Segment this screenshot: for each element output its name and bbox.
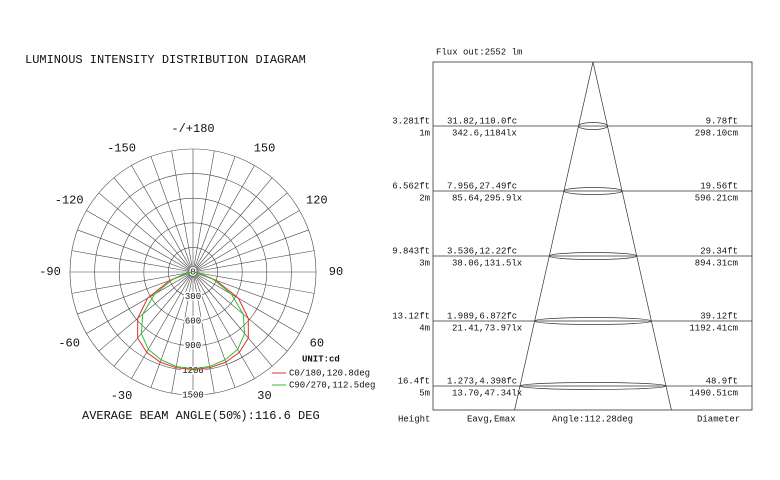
fc: 3.536,12.22fc	[447, 246, 517, 256]
grid-ring	[168, 247, 218, 297]
angle-label: -/+180	[171, 122, 214, 136]
unit: UNIT:cd	[302, 354, 340, 364]
chart-title: LUMINOUS INTENSITY DISTRIBUTION DIAGRAM	[25, 53, 306, 67]
radial-line	[192, 271, 288, 352]
height-ft: 16.4ft	[398, 376, 430, 386]
height-ft: 6.562ft	[392, 181, 430, 191]
radial-line	[192, 271, 255, 379]
radial-line	[192, 210, 300, 273]
dia-ft: 9.78ft	[706, 116, 738, 126]
footer-label: Height	[398, 414, 430, 424]
r-tick-label: 0	[190, 267, 195, 277]
radial-line	[113, 271, 194, 367]
radial-line	[98, 271, 194, 352]
angle-label: -30	[111, 389, 133, 403]
dia-cm: 596.21cm	[695, 193, 738, 203]
height-m: 5m	[419, 388, 430, 398]
intensity-curve	[137, 271, 249, 371]
radial-line	[192, 192, 288, 273]
cone-frame	[432, 61, 753, 411]
height-m: 2m	[419, 193, 430, 203]
dia-ft: 29.34ft	[700, 246, 738, 256]
radial-line	[192, 177, 273, 273]
fc: 1.989,6.872fc	[447, 311, 517, 321]
radial-line	[192, 271, 300, 334]
radial-line	[192, 229, 309, 273]
intensity-curve	[140, 271, 246, 370]
footer-label: Eavg,Emax	[467, 414, 516, 424]
r-tick-label: 600	[185, 317, 201, 327]
height-m: 4m	[419, 323, 430, 333]
footer-label: Angle:112.28deg	[552, 414, 633, 424]
height-ft: 13.12ft	[392, 311, 430, 321]
radial-line	[171, 150, 194, 273]
dia-ft: 19.56ft	[700, 181, 738, 191]
lux: 85.64,295.9lx	[452, 193, 522, 203]
r-tick-label: 1500	[182, 390, 204, 400]
height-ft: 3.281ft	[392, 116, 430, 126]
radial-line	[171, 271, 194, 394]
fc: 7.956,27.49fc	[447, 181, 517, 191]
dia-cm: 298.10cm	[695, 128, 738, 138]
flux: Flux out:2552 lm	[436, 47, 522, 57]
angle-label: -120	[55, 194, 84, 208]
lux: 13.70,47.34lx	[452, 388, 522, 398]
lux: 21.41,73.97lx	[452, 323, 522, 333]
legend-label: C90/270,112.5deg	[289, 380, 375, 390]
cone-edge	[514, 61, 594, 411]
radial-line	[192, 271, 236, 388]
radial-line	[192, 165, 255, 273]
angle-label: -60	[58, 337, 80, 351]
radial-line	[192, 271, 215, 394]
grid-ring	[94, 173, 292, 371]
radial-line	[192, 250, 315, 273]
angle-label: -90	[39, 265, 61, 279]
height-m: 1m	[419, 128, 430, 138]
grid-ring	[69, 148, 317, 396]
radial-line	[131, 165, 194, 273]
dia-cm: 1490.51cm	[689, 388, 738, 398]
dia-cm: 1192.41cm	[689, 323, 738, 333]
r-tick-label: 900	[185, 341, 201, 351]
radial-line	[86, 271, 194, 334]
radial-line	[77, 229, 194, 273]
lux: 342.6,1184lx	[452, 128, 517, 138]
fc: 31.82,110.0fc	[447, 116, 517, 126]
radial-line	[71, 271, 194, 294]
beam-angle: AVERAGE BEAM ANGLE(50%):116.6 DEG	[82, 409, 320, 423]
dia-ft: 39.12ft	[700, 311, 738, 321]
height-m: 3m	[419, 258, 430, 268]
radial-line	[192, 271, 315, 294]
angle-label: 90	[329, 265, 343, 279]
grid-ring	[143, 222, 243, 322]
radial-line	[150, 156, 194, 273]
radial-line	[98, 192, 194, 273]
radial-line	[86, 210, 194, 273]
radial-line	[150, 271, 194, 388]
grid-ring	[118, 197, 268, 347]
radial-line	[71, 250, 194, 273]
radial-line	[113, 177, 194, 273]
legend-label: C0/180,120.8deg	[289, 368, 370, 378]
radial-line	[131, 271, 194, 379]
radial-line	[192, 271, 273, 367]
angle-label: 30	[257, 389, 271, 403]
fc: 1.273,4.398fc	[447, 376, 517, 386]
footer-label: Diameter	[697, 414, 740, 424]
height-ft: 9.843ft	[392, 246, 430, 256]
lux: 38.06,131.5lx	[452, 258, 522, 268]
dia-cm: 894.31cm	[695, 258, 738, 268]
r-tick-label: 300	[185, 292, 201, 302]
cone-edge	[592, 61, 672, 411]
dia-ft: 48.9ft	[706, 376, 738, 386]
angle-label: 120	[306, 194, 328, 208]
radial-line	[192, 156, 236, 273]
radial-line	[192, 150, 215, 273]
angle-label: 60	[310, 337, 324, 351]
angle-label: 150	[254, 141, 276, 155]
angle-label: -150	[107, 141, 136, 155]
